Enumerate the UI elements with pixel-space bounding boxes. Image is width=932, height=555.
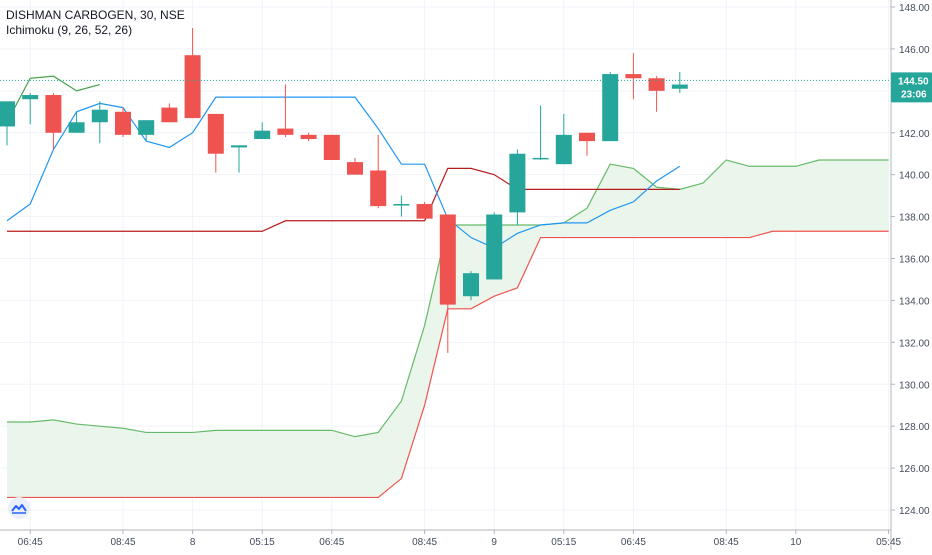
time-tick-label: 05:45 (876, 537, 901, 548)
candle (416, 201, 433, 219)
leading-span-b (7, 230, 889, 499)
candle-body (161, 107, 178, 123)
tradingview-logo-icon[interactable] (8, 497, 30, 519)
candle (509, 149, 526, 225)
candle-body (207, 113, 224, 154)
candle (22, 92, 39, 125)
candle-body (486, 214, 503, 280)
candle (579, 132, 595, 156)
candle (370, 134, 387, 209)
candle (207, 113, 224, 173)
candle-body (555, 134, 572, 165)
candle-body (509, 153, 526, 213)
candle (300, 132, 317, 142)
candle-body (370, 170, 387, 207)
indicator-legend[interactable]: Ichimoku (9, 26, 52, 26) (6, 23, 133, 37)
price-tick-label: 134.00 (899, 296, 930, 307)
price-tick-label: 138.00 (899, 213, 930, 224)
price-tick-label: 124.00 (899, 506, 930, 517)
candle-body (115, 111, 131, 135)
candle (532, 105, 549, 160)
time-tick-label: 06:45 (621, 537, 646, 548)
candle (486, 212, 503, 280)
candle (625, 53, 642, 100)
candle (323, 134, 340, 160)
candle (254, 122, 271, 140)
time-tick-label: 9 (491, 537, 497, 548)
price-tag-countdown: 23:06 (901, 89, 927, 100)
price-tick-label: 140.00 (899, 171, 930, 182)
candle-body (231, 145, 247, 148)
chart-title: DISHMAN CARBOGEN, 30, NSE (6, 8, 185, 22)
time-axis[interactable]: 06:45 08:45 8 05:15 06:45 08:45 9 05:15 06:45 08:… (0, 529, 902, 548)
price-tick-label: 126.00 (899, 464, 930, 475)
time-tick-label: 10 (790, 537, 802, 548)
price-tick-label: 128.00 (899, 422, 930, 433)
price-tick-label: 130.00 (899, 380, 930, 391)
time-tick-label: 06:45 (18, 537, 43, 548)
time-tick-label: 08:45 (110, 537, 135, 548)
time-tick-label: 05:15 (250, 537, 275, 548)
price-tick-label: 132.00 (899, 338, 930, 349)
price-tag: 144.50 23:06 (891, 72, 932, 103)
candle (648, 76, 665, 112)
candle-body (277, 128, 294, 135)
candle-body (45, 95, 62, 133)
candle-body (91, 109, 108, 123)
candle (184, 27, 201, 119)
lagging-span (6, 75, 100, 123)
candle (91, 101, 108, 144)
price-tick-label: 142.00 (899, 129, 930, 140)
candle (161, 103, 178, 123)
candle-body (0, 101, 15, 127)
candle-body (532, 157, 549, 160)
candle-body (602, 74, 619, 142)
candle-body (323, 134, 340, 160)
candle-body (463, 273, 479, 297)
candle-body (184, 55, 201, 119)
time-tick-label: 06:45 (319, 537, 344, 548)
candles (0, 27, 688, 353)
candle (115, 107, 131, 137)
candle (138, 120, 155, 142)
candle-body (648, 78, 665, 91)
candle (347, 157, 363, 175)
candle-body (254, 130, 271, 140)
price-tick-label: 148.00 (899, 3, 930, 14)
candle (277, 84, 294, 137)
candle (45, 92, 62, 150)
candle-body (416, 204, 433, 219)
candle (0, 101, 15, 146)
time-tick-label: 8 (190, 537, 196, 548)
conversion-line (6, 96, 681, 249)
candle (555, 113, 572, 165)
candle (671, 71, 688, 93)
candle-body (579, 132, 595, 142)
candle (463, 271, 479, 301)
price-tag-box (891, 72, 932, 103)
candle (602, 71, 619, 142)
candle (68, 111, 85, 133)
candle-body (439, 214, 456, 305)
candle-body (393, 204, 410, 206)
candle-body (138, 120, 155, 135)
candle-body (300, 134, 317, 140)
candle-body (68, 122, 85, 133)
candle-body (671, 84, 688, 89)
price-tag-value: 144.50 (898, 76, 929, 87)
price-tick-label: 136.00 (899, 255, 930, 266)
candle (439, 214, 456, 353)
candle (231, 145, 247, 173)
time-tick-label: 08:45 (714, 537, 739, 548)
candle (393, 195, 410, 217)
time-tick-label: 05:15 (551, 537, 576, 548)
time-tick-label: 08:45 (412, 537, 437, 548)
candle-body (625, 74, 642, 79)
price-tick-label: 146.00 (899, 45, 930, 56)
candle-body (347, 162, 363, 175)
candle-body (22, 95, 39, 100)
